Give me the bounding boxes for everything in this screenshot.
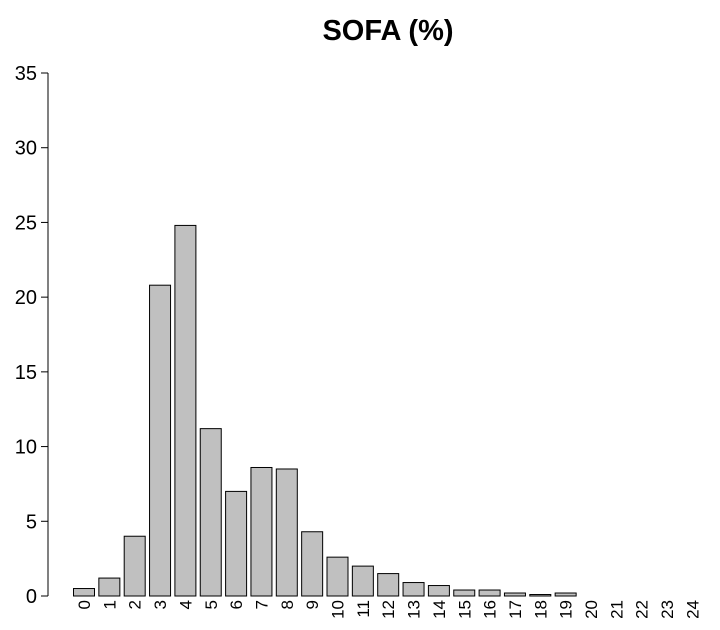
x-tick-label: 20 <box>582 600 601 619</box>
bar-16 <box>478 589 501 597</box>
x-tick-label: 8 <box>278 600 297 609</box>
bar-9 <box>301 531 324 597</box>
x-tick-label: 12 <box>379 600 398 619</box>
bar-2 <box>123 535 146 597</box>
bar-1 <box>98 577 121 597</box>
bar-0 <box>73 588 95 597</box>
y-tick-label: 25 <box>15 212 37 234</box>
x-tick-label: 6 <box>227 600 246 609</box>
x-tick-label: 2 <box>126 600 145 609</box>
y-tick-label: 35 <box>15 63 37 85</box>
bar-4 <box>174 224 197 597</box>
x-tick-label: 16 <box>481 600 500 619</box>
x-tick-label: 24 <box>683 600 702 619</box>
x-axis-labels: 0 1 2 3 4 5 6 7 8 9 10 11 12 13 14 15 16 17 18 19 20 21 22 23 24 <box>75 600 702 619</box>
y-tick-label: 30 <box>15 138 37 160</box>
bar-3 <box>149 284 172 597</box>
y-tick-label: 15 <box>15 362 37 384</box>
y-tick-label: 5 <box>26 511 37 533</box>
bar-8 <box>275 468 298 597</box>
bar-5 <box>199 428 222 597</box>
bar-11 <box>351 565 374 597</box>
x-tick-label: 11 <box>354 600 373 618</box>
x-tick-label: 0 <box>75 600 94 609</box>
bar-6 <box>225 490 248 597</box>
bar-15 <box>453 589 476 597</box>
x-tick-label: 21 <box>607 600 626 619</box>
x-tick-label: 3 <box>151 600 170 609</box>
x-tick-label: 19 <box>557 600 576 619</box>
bar-14 <box>427 585 450 597</box>
x-tick-label: 13 <box>405 600 424 619</box>
chart-title: SOFA (%) <box>322 15 453 47</box>
x-tick-label: 18 <box>531 600 550 619</box>
x-tick-label: 10 <box>329 600 348 619</box>
y-axis: 0 5 10 15 20 25 30 35 <box>15 63 49 608</box>
x-tick-label: 17 <box>506 600 525 619</box>
x-tick-label: 14 <box>430 600 449 619</box>
x-tick-label: 5 <box>202 600 221 609</box>
x-tick-label: 7 <box>252 600 271 609</box>
x-tick-label: 23 <box>658 600 677 619</box>
bar-13 <box>402 582 425 597</box>
bar-19 <box>554 592 577 597</box>
bar-18 <box>529 594 552 597</box>
bar-12 <box>377 573 400 597</box>
y-tick-label: 0 <box>26 586 37 608</box>
x-tick-label: 4 <box>176 600 195 609</box>
x-tick-label: 1 <box>100 600 119 609</box>
x-tick-label: 15 <box>455 600 474 619</box>
bar-10 <box>326 556 349 597</box>
x-tick-label: 22 <box>633 600 652 619</box>
bar-7 <box>250 466 273 597</box>
y-tick-label: 10 <box>15 437 37 459</box>
bars <box>73 224 577 597</box>
bar-17 <box>503 592 526 597</box>
y-tick-label: 20 <box>15 287 37 309</box>
x-tick-label: 9 <box>303 600 322 609</box>
